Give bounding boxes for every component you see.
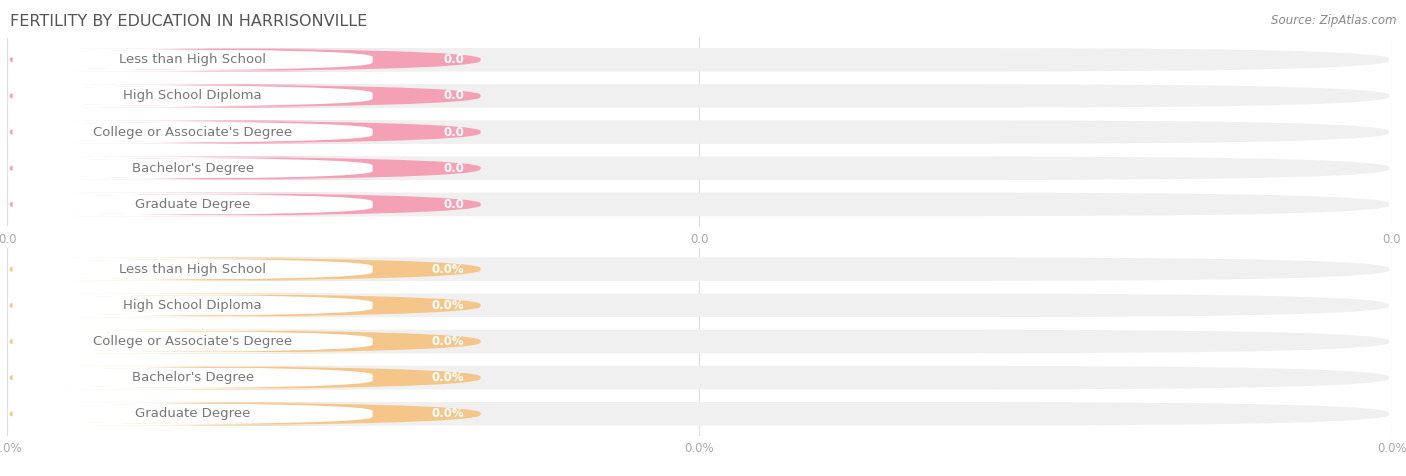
- Text: 0.0: 0.0: [690, 233, 709, 246]
- Text: 0.0: 0.0: [443, 162, 464, 175]
- FancyBboxPatch shape: [10, 193, 481, 216]
- FancyBboxPatch shape: [10, 330, 1389, 353]
- FancyBboxPatch shape: [10, 120, 1389, 144]
- FancyBboxPatch shape: [10, 294, 481, 317]
- Text: Graduate Degree: Graduate Degree: [135, 407, 250, 420]
- FancyBboxPatch shape: [10, 84, 481, 108]
- FancyBboxPatch shape: [10, 157, 481, 180]
- Text: 0.0: 0.0: [443, 126, 464, 139]
- FancyBboxPatch shape: [10, 402, 481, 426]
- FancyBboxPatch shape: [10, 294, 1389, 317]
- Text: 0.0: 0.0: [443, 53, 464, 66]
- FancyBboxPatch shape: [10, 120, 481, 144]
- FancyBboxPatch shape: [10, 330, 481, 353]
- Text: 0.0%: 0.0%: [432, 407, 464, 420]
- Text: 0.0%: 0.0%: [432, 299, 464, 312]
- Text: 0.0%: 0.0%: [432, 263, 464, 276]
- FancyBboxPatch shape: [10, 48, 1389, 71]
- FancyBboxPatch shape: [13, 367, 373, 388]
- Text: 0.0%: 0.0%: [685, 442, 714, 455]
- FancyBboxPatch shape: [10, 402, 1389, 426]
- FancyBboxPatch shape: [10, 157, 1389, 180]
- Text: High School Diploma: High School Diploma: [124, 89, 262, 102]
- FancyBboxPatch shape: [13, 403, 373, 425]
- Text: Bachelor's Degree: Bachelor's Degree: [132, 371, 253, 384]
- FancyBboxPatch shape: [13, 295, 373, 316]
- Text: Bachelor's Degree: Bachelor's Degree: [132, 162, 253, 175]
- FancyBboxPatch shape: [10, 258, 1389, 281]
- Text: FERTILITY BY EDUCATION IN HARRISONVILLE: FERTILITY BY EDUCATION IN HARRISONVILLE: [10, 14, 367, 30]
- Text: Graduate Degree: Graduate Degree: [135, 198, 250, 211]
- FancyBboxPatch shape: [13, 85, 373, 107]
- Text: 0.0%: 0.0%: [0, 442, 22, 455]
- FancyBboxPatch shape: [13, 121, 373, 143]
- FancyBboxPatch shape: [10, 366, 1389, 389]
- Text: 0.0: 0.0: [443, 89, 464, 102]
- FancyBboxPatch shape: [13, 258, 373, 280]
- Text: College or Associate's Degree: College or Associate's Degree: [93, 126, 292, 139]
- Text: 0.0: 0.0: [1382, 233, 1402, 246]
- FancyBboxPatch shape: [10, 258, 481, 281]
- FancyBboxPatch shape: [10, 366, 481, 389]
- Text: Less than High School: Less than High School: [120, 53, 266, 66]
- Text: 0.0%: 0.0%: [1376, 442, 1406, 455]
- Text: Source: ZipAtlas.com: Source: ZipAtlas.com: [1271, 14, 1396, 27]
- FancyBboxPatch shape: [13, 194, 373, 215]
- Text: 0.0: 0.0: [443, 198, 464, 211]
- FancyBboxPatch shape: [13, 158, 373, 179]
- FancyBboxPatch shape: [13, 49, 373, 70]
- Text: High School Diploma: High School Diploma: [124, 299, 262, 312]
- FancyBboxPatch shape: [13, 331, 373, 352]
- Text: 0.0: 0.0: [0, 233, 17, 246]
- FancyBboxPatch shape: [10, 193, 1389, 216]
- Text: 0.0%: 0.0%: [432, 335, 464, 348]
- FancyBboxPatch shape: [10, 48, 481, 71]
- FancyBboxPatch shape: [10, 84, 1389, 108]
- Text: College or Associate's Degree: College or Associate's Degree: [93, 335, 292, 348]
- Text: Less than High School: Less than High School: [120, 263, 266, 276]
- Text: 0.0%: 0.0%: [432, 371, 464, 384]
